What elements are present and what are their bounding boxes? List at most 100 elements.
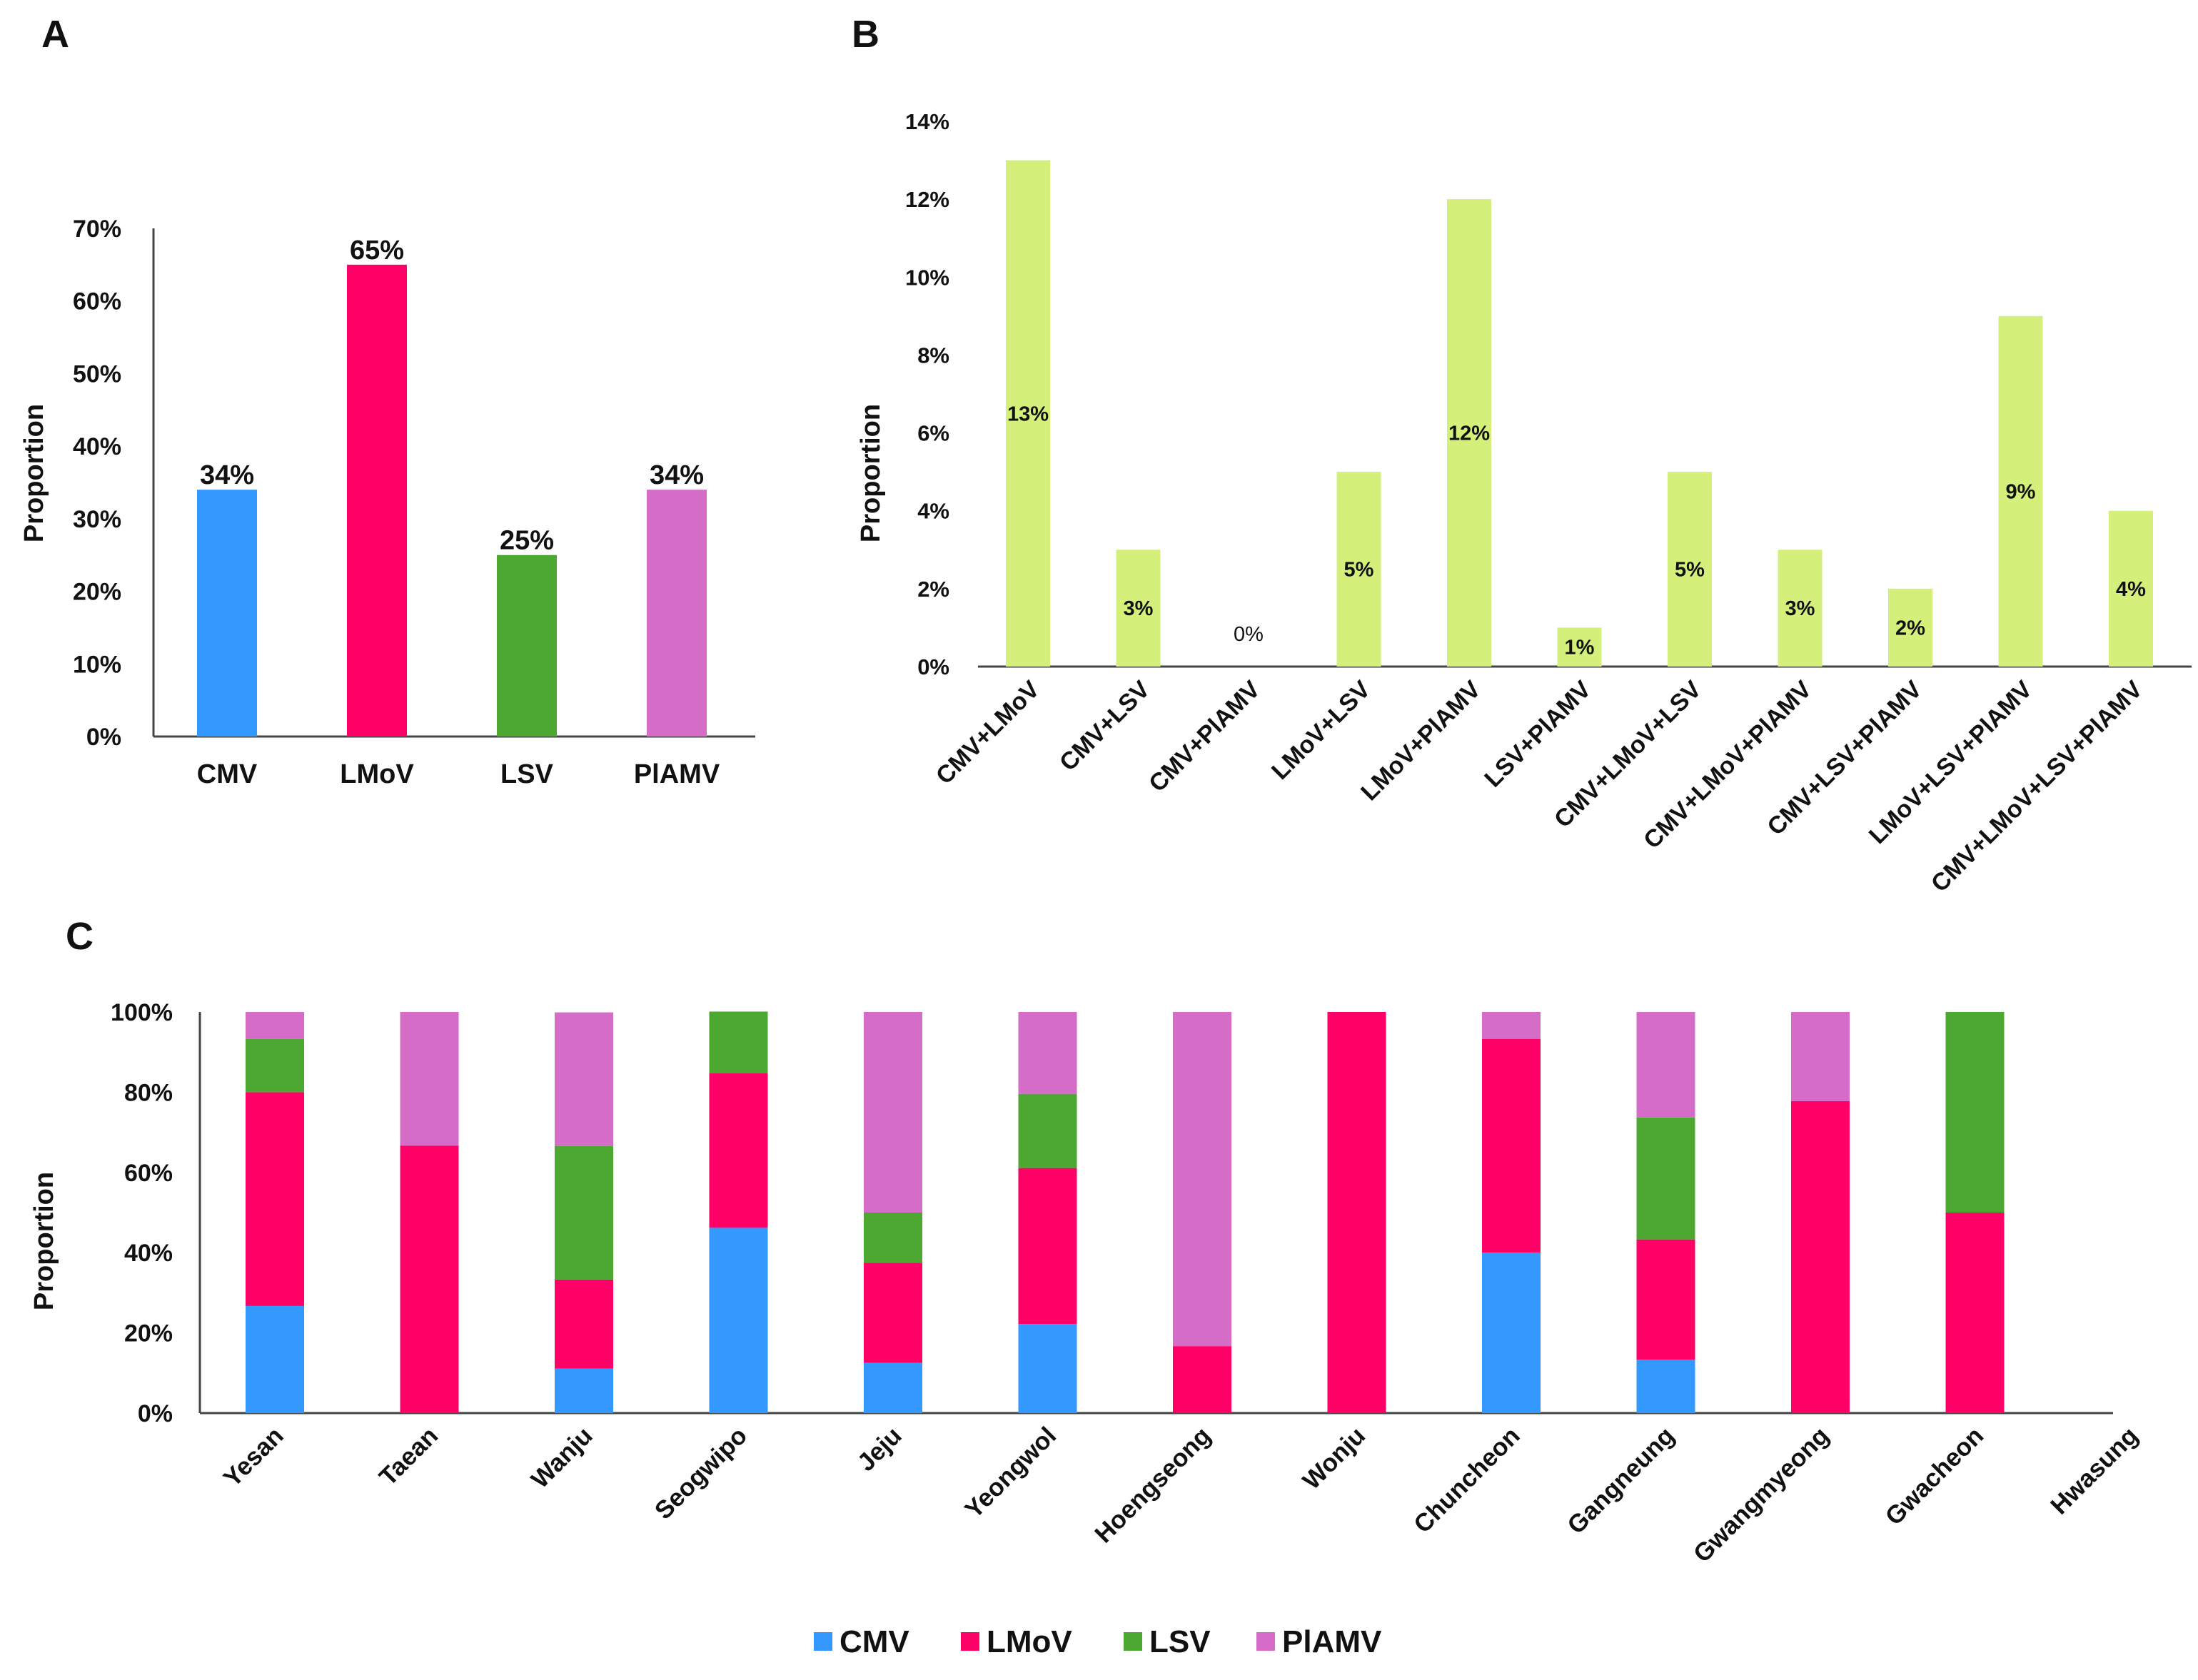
chart-c-segment-gwacheon-lsv: [1945, 1012, 2005, 1213]
chart-b-y-tick: 14%: [905, 109, 949, 134]
chart-b-category-label: CMV+LMoV: [931, 676, 1045, 790]
legend-swatch-plamv: [1256, 1632, 1275, 1651]
chart-b-y-tick: 2%: [917, 577, 949, 602]
chart-b-bar-lsv-plamv: [1557, 627, 1602, 667]
chart-c-category-label: Gwangmyeong: [1688, 1422, 1835, 1568]
chart-a-category-label: LMoV: [340, 759, 414, 789]
legend-label-plamv: PlAMV: [1282, 1624, 1382, 1659]
chart-c-category-label: Wanju: [526, 1422, 598, 1494]
chart-c-y-tick: 0%: [138, 1400, 173, 1427]
chart-c-y-tick: 20%: [124, 1320, 173, 1347]
chart-a-data-label: 34%: [650, 460, 704, 490]
chart-b-data-label: 13%: [1007, 403, 1049, 425]
chart-a-category-label: CMV: [197, 759, 258, 789]
chart-c-category-label: Yeongwol: [959, 1422, 1062, 1524]
chart-c-segment-wanju-lmov: [555, 1279, 613, 1369]
chart-c-segment-yeongwol-plamv: [1018, 1012, 1077, 1094]
chart-a-y-tick: 40%: [73, 433, 121, 460]
chart-c-category-label: Wonju: [1297, 1422, 1371, 1495]
panel-letter-a: A: [41, 13, 69, 56]
chart-a-data-label: 25%: [500, 526, 554, 556]
chart-b-data-label: 1%: [1565, 637, 1595, 659]
chart-a-bar-lmov: [347, 264, 407, 737]
panel-letter-b: B: [852, 13, 879, 56]
chart-a-data-label: 34%: [200, 460, 254, 490]
chart-a-y-tick: 60%: [73, 288, 121, 315]
legend-label-lsv: LSV: [1149, 1624, 1211, 1659]
chart-c-segment-gwangmyeong-plamv: [1791, 1012, 1850, 1101]
chart-c-segment-hoengseong-plamv: [1173, 1012, 1231, 1347]
chart-c: 0% 20% 40% 60% 80% 100% Yesan Taean Wanju Seogwi…: [29, 999, 2144, 1659]
chart-c-segment-chuncheon-cmv: [1482, 1253, 1541, 1413]
chart-c-y-tick: 60%: [124, 1160, 173, 1187]
chart-b-data-label: 2%: [1895, 617, 1925, 639]
chart-b-data-label: 0%: [1234, 623, 1264, 646]
chart-c-category-label: Hwasung: [2045, 1422, 2144, 1520]
chart-c-segment-jeju-lmov: [864, 1262, 922, 1363]
chart-c-segment-gangneung-lsv: [1636, 1117, 1695, 1240]
chart-b-bar-cmv-lsv-plamv: [1888, 588, 1932, 667]
chart-a-y-tick: 10%: [73, 651, 121, 678]
chart-c-y-tick: 80%: [124, 1079, 173, 1106]
chart-b-y-tick: 12%: [905, 187, 949, 212]
chart-a-bar-cmv: [197, 490, 257, 737]
chart-b-bar-cmv-lmov-lsv-plamv: [2109, 510, 2153, 667]
chart-c-segment-jeju-lsv: [864, 1213, 922, 1263]
chart-c-y-tick: 100%: [111, 999, 173, 1026]
chart-c-segment-jeju-cmv: [864, 1362, 922, 1413]
chart-c-segment-hoengseong-lmov: [1173, 1346, 1231, 1413]
chart-b-category-label: CMV+LSV: [1054, 676, 1155, 776]
chart-c-legend: CMV LMoV LSV PlAMV: [814, 1624, 1382, 1659]
chart-b-bar-lmov-plamv: [1447, 199, 1491, 667]
legend-label-lmov: LMoV: [987, 1624, 1072, 1659]
chart-c-segment-gangneung-cmv: [1636, 1360, 1695, 1413]
chart-b-category-label: LSV+PlAMV: [1479, 676, 1596, 793]
chart-c-segment-yesan-plamv: [246, 1012, 304, 1039]
chart-c-category-label: Jeju: [852, 1422, 907, 1477]
chart-b-bar-cmv-lmov-lsv: [1668, 472, 1712, 667]
chart-c-segment-seogwipo-lmov: [709, 1073, 768, 1228]
chart-c-segment-taean-lmov: [400, 1145, 459, 1413]
chart-b-bar-cmv-lsv: [1116, 550, 1161, 667]
chart-b-y-tick: 8%: [917, 343, 949, 368]
chart-b-bar-cmv-lmov: [1006, 160, 1050, 667]
chart-c-y-tick: 40%: [124, 1240, 173, 1267]
legend-swatch-lsv: [1124, 1632, 1142, 1651]
chart-b-y-tick: 6%: [917, 421, 949, 446]
chart-c-segment-taean-plamv: [400, 1012, 459, 1146]
chart-b-bar-cmv-lmov-plamv: [1778, 550, 1823, 667]
chart-b-data-label: 3%: [1124, 597, 1154, 620]
chart-c-y-label: Proportion: [29, 1172, 59, 1310]
panel-letter-c: C: [66, 915, 94, 958]
chart-b-bar-lmov-lsv: [1336, 472, 1381, 667]
chart-b-data-label: 4%: [2116, 578, 2146, 601]
chart-c-segment-gwangmyeong-lmov: [1791, 1100, 1850, 1413]
chart-a-y-label: Proportion: [19, 404, 49, 542]
chart-a-y-tick: 30%: [73, 506, 121, 533]
chart-a-data-label: 65%: [350, 236, 404, 265]
chart-c-segment-chuncheon-plamv: [1482, 1012, 1541, 1039]
chart-a-category-label: PlAMV: [634, 759, 720, 789]
chart-b-data-label: 3%: [1785, 597, 1815, 620]
chart-c-segment-seogwipo-cmv: [709, 1228, 768, 1413]
legend-swatch-lmov: [961, 1632, 979, 1651]
chart-b-y-tick: 10%: [905, 265, 949, 290]
chart-b-category-label: LMoV+LSV: [1266, 676, 1376, 785]
chart-c-category-label: Hoengseong: [1089, 1422, 1216, 1548]
chart-c-segment-yeongwol-cmv: [1018, 1324, 1077, 1413]
chart-b-data-label: 12%: [1448, 422, 1490, 445]
chart-a: 0% 10% 20% 30% 40% 50% 60% 70% 34% 65% 25% 34% CMV…: [19, 216, 755, 789]
chart-c-category-label: Yesan: [218, 1422, 289, 1492]
chart-b-data-label: 5%: [1675, 559, 1705, 582]
chart-c-segment-wanju-lsv: [555, 1145, 613, 1280]
chart-c-category-label: Seogwipo: [650, 1422, 752, 1524]
chart-c-segment-wanju-cmv: [555, 1368, 613, 1413]
chart-a-category-label: LSV: [500, 759, 554, 789]
chart-b-data-label: 9%: [2006, 480, 2036, 503]
chart-a-y-tick: 20%: [73, 579, 121, 606]
chart-c-category-label: Gwacheon: [1880, 1422, 1989, 1531]
chart-a-bar-plamv: [647, 490, 707, 737]
chart-a-y-tick: 70%: [73, 216, 121, 243]
chart-c-segment-yeongwol-lmov: [1018, 1168, 1077, 1325]
